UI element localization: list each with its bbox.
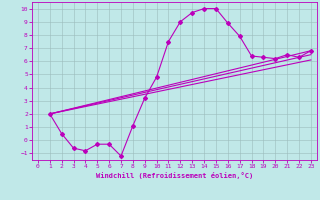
X-axis label: Windchill (Refroidissement éolien,°C): Windchill (Refroidissement éolien,°C) bbox=[96, 172, 253, 179]
